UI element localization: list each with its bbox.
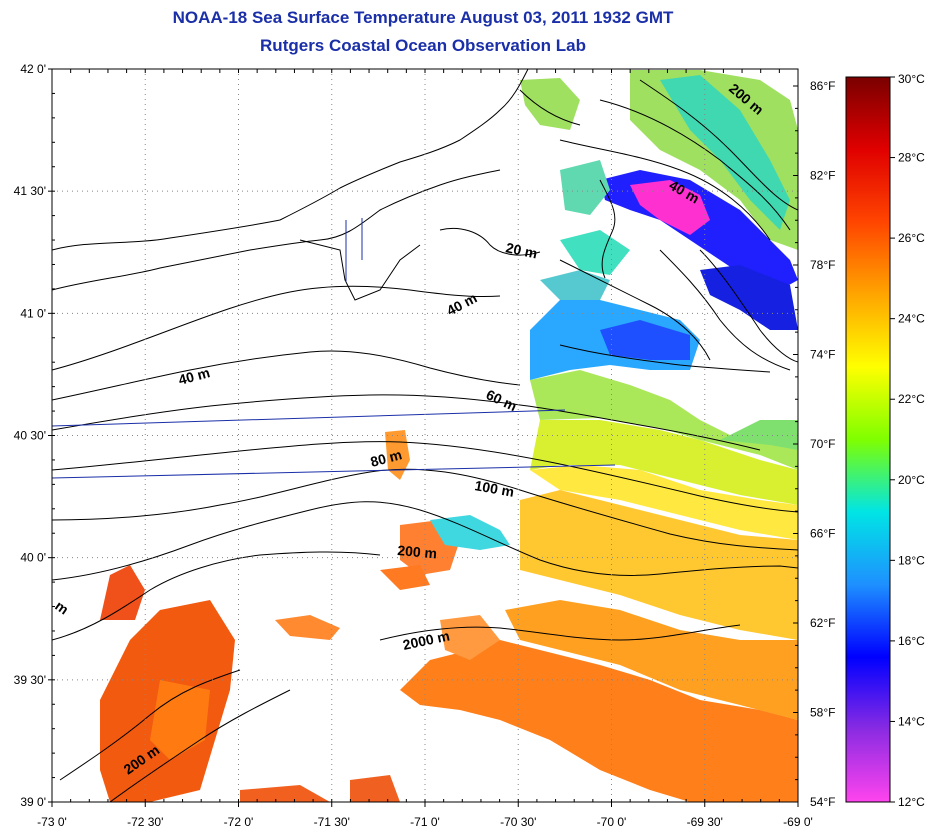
- latitude-labels: 42 0' 41 30' 41 0' 40 30' 40 0' 39 30' 39 0': [14, 62, 46, 809]
- lat-label: 40 0': [20, 551, 46, 565]
- map-subtitle: Rutgers Coastal Ocean Observation Lab: [260, 36, 586, 55]
- lon-label: -72 30': [127, 815, 163, 829]
- colorbar-label: 12°C: [898, 795, 925, 809]
- coastline: [52, 69, 798, 802]
- f-label: 82°F: [810, 169, 835, 183]
- lon-label: -71 0': [410, 815, 440, 829]
- lat-label: 39 0': [20, 795, 46, 809]
- isobath-label: 200 m: [397, 542, 438, 561]
- lon-label: -70 30': [500, 815, 536, 829]
- isobath-label: 20 m: [504, 239, 539, 261]
- colorbar-label: 22°C: [898, 392, 925, 406]
- colorbar-label: 14°C: [898, 714, 925, 728]
- map-title: NOAA-18 Sea Surface Temperature August 0…: [172, 8, 674, 27]
- longitude-labels: -73 0' -72 30' -72 0' -71 30' -71 0' -70 30' -…: [37, 815, 813, 829]
- lat-label: 39 30': [14, 673, 46, 687]
- fahrenheit-labels: 86°F 82°F 78°F 74°F 70°F 66°F 62°F 58°F 54°F: [810, 79, 835, 809]
- isobath-label: m: [52, 597, 71, 617]
- f-label: 86°F: [810, 79, 835, 93]
- isobath-labels: 200 m 40 m 20 m 40 m 40 m 60 m 80 m 100 …: [52, 80, 766, 777]
- lon-label: -69 0': [783, 815, 813, 829]
- lat-label: 41 0': [20, 306, 46, 320]
- axis-ticks: [48, 68, 895, 807]
- f-label: 54°F: [810, 795, 835, 809]
- isobath-label: 80 m: [369, 446, 404, 470]
- lon-label: -72 0': [224, 815, 254, 829]
- lat-label: 42 0': [20, 62, 46, 76]
- colorbar-label: 24°C: [898, 312, 925, 326]
- f-label: 74°F: [810, 348, 835, 362]
- satellite-track-lines: [52, 218, 616, 479]
- colorbar-label: 16°C: [898, 634, 925, 648]
- isobath-label: 100 m: [473, 477, 515, 500]
- f-label: 70°F: [810, 437, 835, 451]
- colorbar-label: 26°C: [898, 231, 925, 245]
- f-label: 78°F: [810, 258, 835, 272]
- isobath-label: 60 m: [484, 386, 520, 414]
- isobath-label: 40 m: [444, 290, 480, 319]
- lat-label: 40 30': [14, 429, 46, 443]
- colorbar: [845, 76, 891, 803]
- colorbar-label: 20°C: [898, 473, 925, 487]
- graticule: [52, 69, 798, 802]
- lon-label: -73 0': [37, 815, 67, 829]
- colorbar-labels: 30°C 28°C 26°C 24°C 22°C 20°C 18°C 16°C 14°C 12°C: [898, 72, 925, 809]
- f-label: 66°F: [810, 527, 835, 541]
- f-label: 62°F: [810, 616, 835, 630]
- lon-label: -70 0': [597, 815, 627, 829]
- lon-label: -69 30': [687, 815, 723, 829]
- isobath-label: 2000 m: [401, 627, 451, 653]
- sst-pixels: [100, 70, 798, 802]
- colorbar-label: 30°C: [898, 72, 925, 86]
- lat-label: 41 30': [14, 184, 46, 198]
- f-label: 58°F: [810, 706, 835, 720]
- isobath-label: 40 m: [177, 364, 212, 388]
- colorbar-label: 18°C: [898, 553, 925, 567]
- lon-label: -71 30': [314, 815, 350, 829]
- colorbar-label: 28°C: [898, 151, 925, 165]
